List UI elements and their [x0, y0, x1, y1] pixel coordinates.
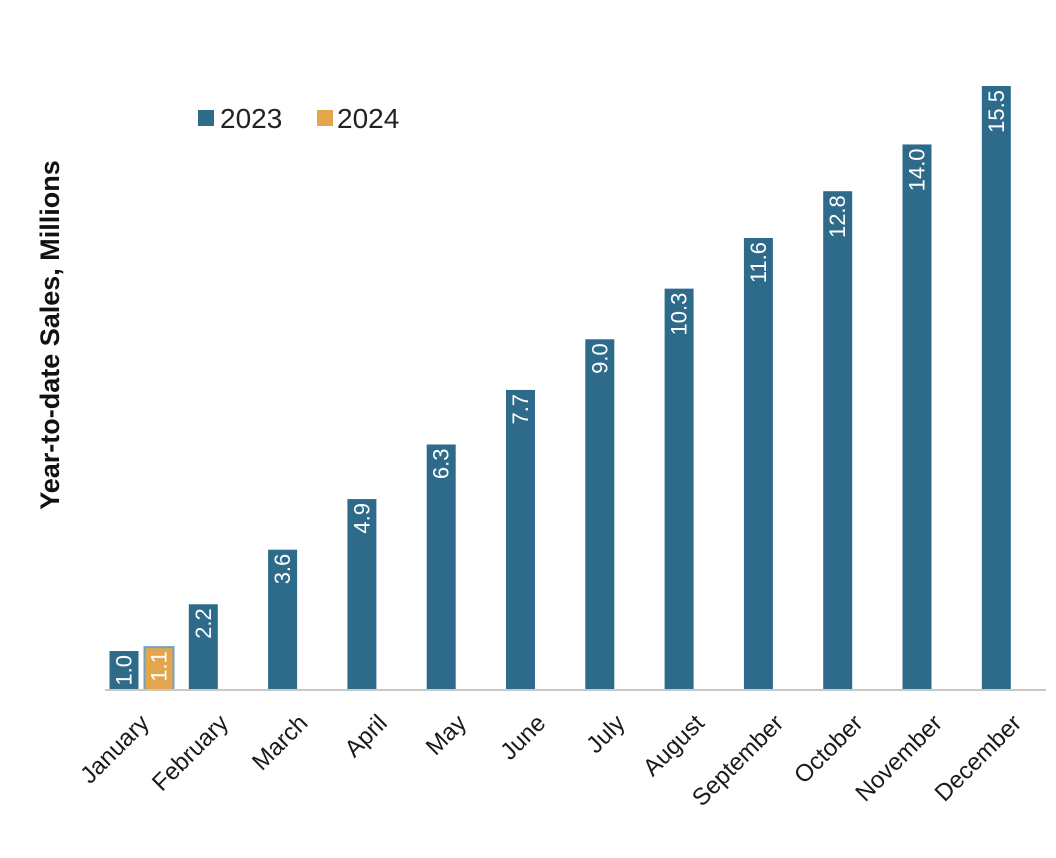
- data-label-2023-november: 14.0: [905, 148, 930, 191]
- data-label-2023-august: 10.3: [667, 293, 692, 336]
- data-label-2023-september: 11.6: [746, 242, 771, 283]
- x-tick-october: October: [789, 710, 868, 789]
- data-label-2023-may: 6.3: [429, 449, 454, 480]
- legend: 2023 2024: [198, 103, 399, 134]
- legend-swatch-2024: [317, 110, 333, 126]
- x-tick-april: April: [340, 710, 393, 763]
- bar-2023-april: [347, 499, 377, 690]
- x-tick-may: May: [421, 710, 472, 761]
- data-label-2023-april: 4.9: [349, 503, 374, 534]
- bar-labels-layer: 1.0 1.1 2.2 3.6 4.9 6.3 7.7 9.0 10.3 11.6 12.8 14.0…: [112, 90, 1009, 686]
- data-label-2023-january: 1.0: [112, 655, 137, 686]
- x-tick-december: December: [930, 710, 1027, 807]
- x-tick-february: February: [147, 710, 234, 797]
- data-label-2023-october: 12.8: [825, 195, 850, 238]
- data-label-2023-july: 9.0: [587, 343, 612, 374]
- bar-2023-december: [981, 86, 1011, 690]
- bar-2023-june: [506, 389, 535, 690]
- bar-2023-march: [268, 549, 298, 690]
- data-label-2024-january: 1.1: [147, 651, 172, 682]
- x-tick-june: June: [495, 710, 551, 766]
- bars-layer: [109, 86, 1011, 692]
- bar-2023-september: [743, 237, 773, 691]
- bar-2024-january: [143, 646, 175, 692]
- bar-2023-january: [109, 651, 139, 690]
- y-axis-title: Year-to-date Sales, Millions: [35, 160, 65, 510]
- x-tick-march: March: [247, 710, 313, 776]
- data-label-2023-june: 7.7: [508, 394, 533, 425]
- bar-2023-october: [823, 191, 853, 691]
- legend-label-2023: 2023: [220, 103, 282, 134]
- data-label-2023-december: 15.5: [984, 90, 1009, 133]
- data-label-2023-march: 3.6: [270, 554, 295, 585]
- data-label-2023-february: 2.2: [191, 608, 216, 639]
- legend-swatch-2023: [198, 110, 214, 126]
- x-tick-january: January: [75, 710, 154, 789]
- bar-2023-november: [902, 144, 932, 691]
- bar-2023-february: [188, 604, 218, 690]
- bar-2023-may: [426, 444, 456, 690]
- x-tick-august: August: [638, 709, 710, 781]
- legend-label-2024: 2024: [337, 103, 399, 134]
- bar-2023-july: [585, 339, 615, 690]
- x-tick-july: July: [581, 710, 630, 759]
- bar-2023-august: [664, 288, 694, 690]
